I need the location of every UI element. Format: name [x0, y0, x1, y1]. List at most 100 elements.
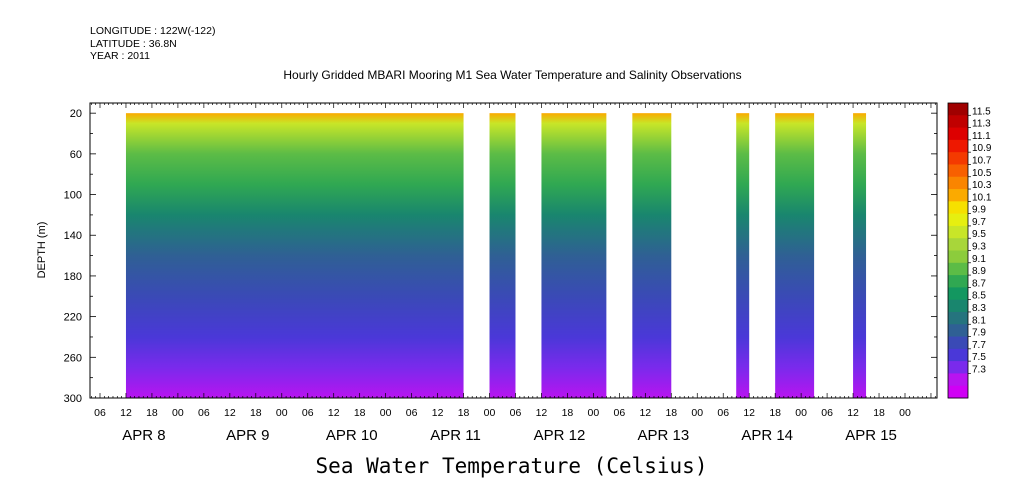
chart-title: Hourly Gridded MBARI Mooring M1 Sea Wate…	[283, 68, 742, 82]
x-day-label: APR 13	[637, 427, 689, 444]
x-hour-tick-label: 00	[795, 407, 807, 419]
x-hour-tick-label: 06	[302, 407, 314, 419]
colorbar-label: 10.3	[972, 180, 992, 191]
x-hour-tick-label: 06	[406, 407, 418, 419]
year-label: YEAR : 2011	[90, 50, 150, 62]
x-hour-tick-label: 00	[588, 407, 600, 419]
y-tick-label: 140	[64, 230, 82, 242]
colorbar-swatch	[948, 176, 968, 190]
colorbar-label: 8.5	[972, 291, 986, 302]
colorbar-swatch	[948, 139, 968, 153]
data-segment-3	[632, 113, 672, 398]
colorbar-swatch	[948, 213, 968, 227]
x-hour-tick-label: 12	[224, 407, 236, 419]
colorbar-label: 10.7	[972, 155, 992, 166]
x-hour-tick-label: 00	[380, 407, 392, 419]
x-hour-tick-label: 12	[847, 407, 859, 419]
x-hour-tick-label: 18	[354, 407, 366, 419]
colorbar-label: 10.5	[972, 168, 992, 179]
plot-frame	[89, 102, 938, 399]
x-axis-title: Sea Water Temperature (Celsius)	[315, 454, 708, 478]
colorbar-swatch	[948, 299, 968, 313]
colorbar-label: 7.9	[972, 328, 986, 339]
colorbar-swatch	[948, 336, 968, 350]
x-hour-tick-label: 06	[94, 407, 106, 419]
y-tick-label: 300	[64, 393, 82, 405]
x-hour-tick-label: 00	[484, 407, 496, 419]
latitude-label: LATITUDE : 36.8N	[90, 37, 177, 50]
colorbar-swatch	[948, 164, 968, 178]
colorbar-swatch	[948, 152, 968, 165]
x-hour-tick-label: 12	[743, 407, 755, 419]
x-hour-tick-label: 18	[250, 407, 262, 419]
x-hour-tick-label: 18	[458, 407, 470, 419]
colorbar-label: 11.5	[972, 106, 991, 117]
colorbar-label: 9.3	[972, 242, 986, 253]
colorbar: 11.511.311.110.910.710.510.310.19.99.79.…	[947, 102, 992, 399]
x-hour-tick-label: 06	[614, 407, 626, 419]
y-tick-label: 180	[64, 271, 82, 283]
colorbar-label: 8.3	[972, 303, 986, 314]
colorbar-swatch	[948, 127, 968, 141]
colorbar-label: 11.3	[972, 119, 991, 130]
y-axis-title: DEPTH (m)	[36, 222, 48, 279]
colorbar-label: 11.1	[972, 131, 991, 142]
colorbar-swatch	[948, 115, 968, 129]
x-hour-tick-label: 06	[198, 407, 210, 419]
colorbar-label: 7.3	[972, 364, 986, 375]
colorbar-swatch	[948, 275, 968, 288]
colorbar-label: 10.1	[972, 192, 992, 203]
colorbar-label: 9.5	[972, 229, 986, 240]
x-hour-tick-label: 00	[172, 407, 184, 419]
x-hour-tick-label: 18	[146, 407, 158, 419]
colorbar-label: 8.7	[972, 278, 986, 289]
x-hour-tick-label: 12	[536, 407, 548, 419]
colorbar-swatch	[948, 385, 968, 399]
colorbar-swatch	[948, 225, 968, 239]
x-day-label: APR 9	[226, 427, 269, 444]
plot-area	[125, 113, 867, 398]
colorbar-swatch	[948, 324, 968, 338]
data-segment-4	[736, 113, 750, 398]
y-tick-label: 100	[64, 190, 82, 202]
colorbar-label: 9.1	[972, 254, 986, 265]
colorbar-swatch	[948, 262, 968, 276]
x-hour-tick-label: 18	[769, 407, 781, 419]
x-hour-tick-label: 12	[639, 407, 651, 419]
colorbar-swatch	[948, 348, 968, 362]
colorbar-label: 8.1	[972, 315, 986, 326]
colorbar-swatch	[948, 250, 968, 264]
colorbar-swatch	[948, 201, 968, 215]
y-tick-label: 60	[70, 149, 82, 161]
x-hour-tick-label: 00	[691, 407, 703, 419]
x-day-label: APR 10	[326, 427, 378, 444]
data-segment-5	[775, 113, 815, 398]
x-hour-tick-label: 06	[717, 407, 729, 419]
x-hour-tick-label: 12	[328, 407, 340, 419]
x-hour-tick-label: 18	[665, 407, 677, 419]
colorbar-swatch	[948, 287, 968, 301]
data-segment-0	[125, 113, 464, 398]
longitude-label: LONGITUDE : 122W(-122)	[90, 25, 216, 37]
data-segment-1	[489, 113, 516, 398]
colorbar-swatch	[948, 311, 968, 325]
colorbar-swatch	[948, 361, 968, 374]
colorbar-label: 7.7	[972, 340, 986, 351]
x-hour-tick-label: 00	[276, 407, 288, 419]
colorbar-label: 9.9	[972, 205, 986, 216]
colorbar-label: 10.9	[972, 143, 992, 154]
y-tick-label: 20	[70, 108, 82, 120]
colorbar-swatch	[948, 103, 968, 116]
y-tick-label: 260	[64, 352, 82, 364]
x-day-label: APR 15	[845, 427, 897, 444]
colorbar-swatch	[948, 373, 968, 387]
x-hour-tick-label: 18	[562, 407, 574, 419]
data-segment-6	[853, 113, 867, 398]
x-hour-tick-label: 00	[899, 407, 911, 419]
y-tick-label: 220	[64, 312, 82, 324]
axes: 06 12 18 00 06 12 18 00 06 12 18 00 06 12 18 00 06 12 18 00…	[64, 102, 938, 444]
data-segment-2	[541, 113, 607, 398]
x-day-label: APR 8	[122, 427, 165, 444]
x-day-label: APR 11	[430, 427, 481, 444]
